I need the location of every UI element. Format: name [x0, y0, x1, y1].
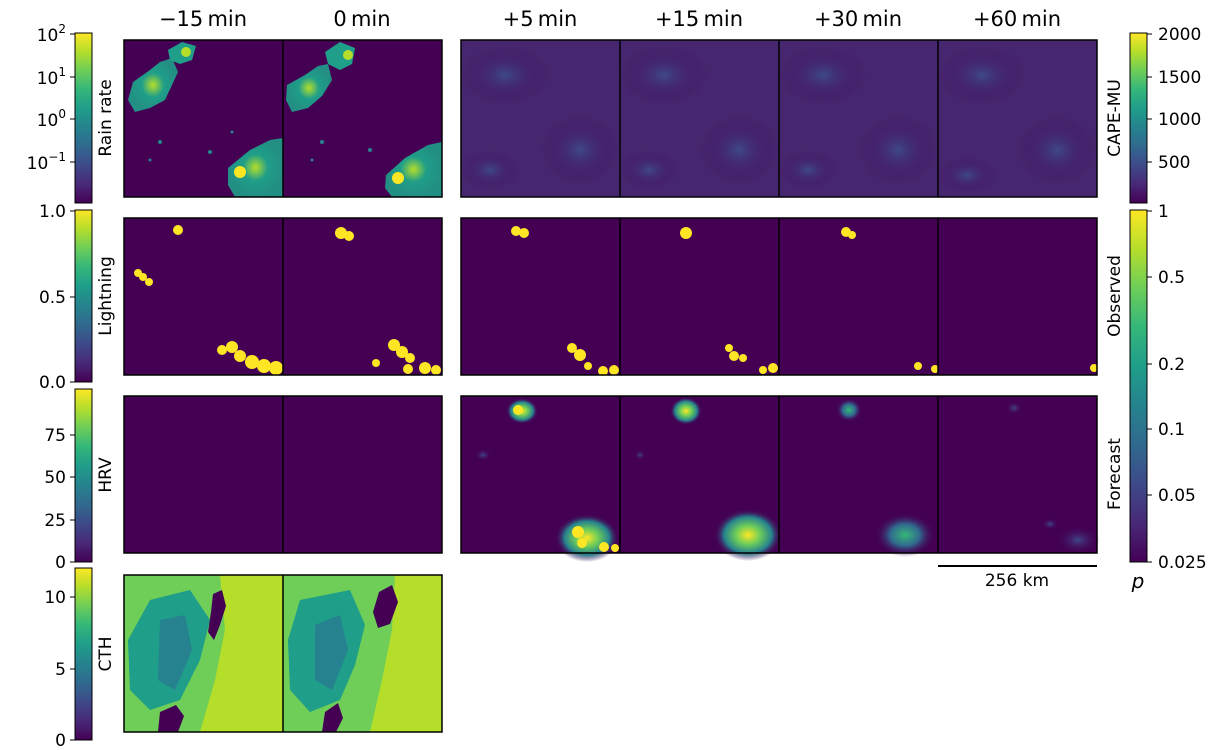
panel-lightning-plus15 [620, 218, 779, 375]
panel-forecast-plus5 [461, 396, 620, 562]
tick-label: 1500 [1158, 68, 1201, 88]
panel-cth-0 [283, 575, 442, 732]
tick-label: 75 [44, 426, 66, 446]
tick-label: 0.025 [1158, 553, 1207, 573]
panel-lightning-plus60 [938, 218, 1098, 375]
time-labels: −15 min 0 min +5 min +15 min +30 min +60… [159, 7, 1061, 31]
tick-label: 2000 [1158, 25, 1201, 45]
tick-label: 10−1 [27, 150, 66, 174]
tick-label: 1 [1158, 202, 1169, 222]
panel-rain-rate-0 [283, 40, 442, 197]
colorbar-lightning: 1.0 0.5 0.0 Lightning [39, 202, 116, 393]
time-label: 0 min [333, 7, 390, 31]
panel-forecast-plus30 [779, 396, 938, 557]
panel-lightning-plus5 [461, 218, 620, 376]
tick-label: 500 [1158, 153, 1190, 173]
tick-label: 101 [37, 65, 66, 89]
colorbar-probability: 1 0.5 0.2 0.1 0.05 0.025 Observed Foreca… [1105, 202, 1207, 593]
panel-forecast-plus15 [620, 396, 782, 561]
colorbar-rain-rate: 102 101 100 10−1 Rain rate [27, 22, 116, 204]
panel-cape-plus60 [937, 40, 1097, 197]
panel-cape-plus15 [619, 40, 779, 197]
tick-label: 1000 [1158, 110, 1201, 130]
colorbar-cape-mu: 2000 1500 1000 500 CAPE-MU [1105, 25, 1201, 204]
tick-label: 50 [44, 468, 66, 488]
tick-label: 0.5 [1158, 268, 1185, 288]
time-label: +5 min [503, 7, 578, 31]
tick-label: 0.2 [1158, 355, 1185, 375]
observed-label: Observed [1105, 255, 1125, 337]
panel-rain-rate-minus15 [124, 40, 283, 197]
row-label-cth: CTH [96, 636, 116, 671]
time-label: +60 min [973, 7, 1061, 31]
tick-label: 1.0 [39, 202, 66, 222]
panel-cape-plus5 [460, 40, 620, 197]
colorbar-hrv: 75 50 25 0 HRV [44, 388, 116, 573]
panel-lightning-0 [283, 218, 442, 375]
forecast-label: Forecast [1105, 438, 1125, 510]
tick-label: 0.0 [39, 373, 66, 393]
colorbar-cth: 10 5 0 CTH [44, 567, 116, 750]
tick-label: 0 [55, 731, 66, 750]
tick-label: 10 [44, 588, 66, 608]
time-label: +15 min [655, 7, 743, 31]
tick-label: 5 [55, 660, 66, 680]
scale-bar-label: 256 km [985, 571, 1049, 591]
time-label: +30 min [814, 7, 902, 31]
panel-hrv-0 [283, 396, 442, 553]
panel-frames [123, 39, 1098, 733]
row-label-rain-rate: Rain rate [96, 79, 116, 156]
tick-label: 0.5 [39, 288, 66, 308]
tick-label: 102 [37, 22, 66, 46]
panel-lightning-minus15 [124, 218, 283, 375]
scale-bar: 256 km [938, 565, 1097, 591]
time-label: −15 min [159, 7, 247, 31]
row-label-lightning: Lightning [96, 256, 116, 336]
tick-label: 100 [37, 107, 66, 131]
panel-lightning-plus30 [779, 218, 939, 375]
tick-label: 0.1 [1158, 420, 1185, 440]
panel-cape-plus30 [778, 40, 938, 197]
cape-mu-label: CAPE-MU [1105, 79, 1125, 157]
tick-label: 0 [55, 553, 66, 573]
panel-hrv-minus15 [124, 396, 283, 553]
panel-forecast-plus60 [938, 396, 1100, 554]
row-label-hrv: HRV [96, 457, 116, 493]
tick-label: 0.05 [1158, 486, 1196, 506]
probability-symbol: p [1131, 569, 1145, 593]
panel-cth-minus15 [124, 575, 283, 732]
tick-label: 25 [44, 511, 66, 531]
